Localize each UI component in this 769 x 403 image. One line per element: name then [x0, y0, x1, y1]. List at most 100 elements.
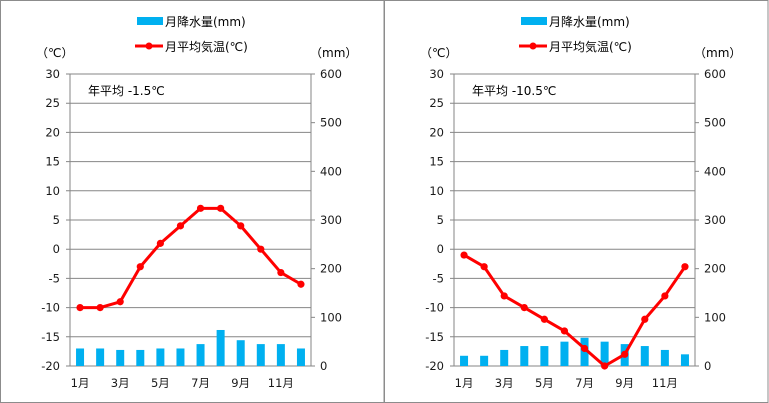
legend-precip-swatch [137, 17, 163, 25]
legend-temp-label: 月平均気温(℃) [165, 39, 248, 54]
precip-bar-5月 [540, 346, 549, 366]
month-label: 1月 [455, 376, 474, 390]
temp-point-4月 [520, 304, 528, 312]
precip-tick-label: 300 [320, 213, 342, 227]
temp-point-3月 [500, 292, 508, 300]
month-label: 7月 [191, 376, 210, 390]
precip-bar-3月 [500, 349, 509, 366]
month-label: 1月 [71, 376, 90, 390]
temp-tick-label: -10 [41, 301, 60, 315]
temp-tick-label: 10 [429, 184, 444, 198]
right-axis-unit: （mm） [310, 46, 357, 60]
month-label: 5月 [151, 376, 170, 390]
temp-point-6月 [560, 327, 569, 335]
month-label: 11月 [652, 376, 678, 390]
month-label: 7月 [575, 376, 594, 390]
temp-tick-label: 15 [429, 155, 444, 169]
precip-tick-label: 500 [704, 116, 726, 130]
legend-temp-marker-icon [529, 42, 537, 50]
chart-panel-1: 月降水量(mm) 月平均気温(℃) （℃） （mm） 30 25 20 15 10 5 0 -5 -10… [0, 0, 385, 403]
temp-point-4月 [136, 263, 144, 271]
temp-point-1月 [460, 251, 468, 259]
temp-point-7月 [580, 344, 589, 353]
temp-tick-label: -20 [41, 359, 60, 373]
month-label: 9月 [615, 376, 634, 390]
precip-bar-1月 [460, 355, 469, 366]
month-label: 3月 [495, 376, 514, 390]
temp-point-12月 [681, 263, 689, 271]
precip-bar-2月 [480, 355, 489, 366]
temp-tick-label: -5 [433, 271, 444, 285]
month-label: 11月 [268, 376, 294, 390]
precip-bar-10月 [256, 344, 265, 366]
legend-precip-label: 月降水量(mm) [165, 15, 246, 29]
panel-border [384, 0, 769, 403]
precip-tick-label: 500 [320, 116, 342, 130]
precip-bar-2月 [96, 348, 105, 366]
temp-point-7月 [196, 204, 205, 212]
temp-tick-label: 15 [45, 155, 60, 169]
temp-tick-label: 25 [45, 96, 60, 110]
temp-point-10月 [641, 315, 649, 323]
temp-point-8月 [601, 362, 609, 370]
precip-bar-10月 [640, 346, 649, 366]
month-label: 5月 [535, 376, 554, 390]
right-axis-unit: （mm） [694, 46, 741, 60]
precip-bar-11月 [276, 344, 285, 366]
precip-bar-12月 [296, 348, 305, 366]
temp-tick-label: -10 [425, 301, 444, 315]
temp-tick-label: 5 [437, 213, 444, 227]
precip-tick-label: 100 [704, 310, 726, 324]
precip-tick-label: 200 [704, 262, 726, 276]
precip-tick-label: 300 [704, 213, 726, 227]
temp-tick-label: 0 [53, 242, 60, 256]
precip-bar-11月 [660, 349, 669, 366]
precip-bar-4月 [136, 349, 145, 366]
temp-tick-label: 20 [429, 125, 444, 139]
temp-tick-label: 10 [45, 184, 60, 198]
month-label: 3月 [111, 376, 130, 390]
precip-tick-label: 0 [704, 359, 711, 373]
chart-panel-2: 月降水量(mm) 月平均気温(℃) （℃） （mm） 30 25 20 15 10 5 0 -5 -10… [384, 0, 769, 403]
temp-point-2月 [96, 304, 104, 312]
precip-bar-4月 [520, 346, 529, 366]
annual-average-annotation: 年平均 -1.5℃ [88, 84, 165, 98]
precip-bar-12月 [680, 354, 689, 366]
temp-tick-label: 25 [429, 96, 444, 110]
temp-point-2月 [480, 263, 488, 271]
temp-point-8月 [217, 204, 225, 212]
temp-tick-label: 30 [429, 67, 444, 81]
temp-point-6月 [176, 222, 185, 230]
temp-tick-label: 5 [53, 213, 60, 227]
temp-point-9月 [621, 350, 629, 358]
precip-tick-label: 0 [320, 359, 327, 373]
precip-bar-8月 [216, 329, 225, 366]
temp-point-10月 [257, 245, 265, 253]
legend-precip-label: 月降水量(mm) [549, 15, 630, 29]
temp-tick-label: -15 [41, 330, 60, 344]
precip-bar-1月 [76, 348, 85, 366]
temp-point-5月 [540, 315, 548, 323]
precip-tick-label: 600 [320, 67, 342, 81]
precip-bar-3月 [116, 349, 125, 366]
temp-point-1月 [76, 304, 84, 312]
precip-bar-6月 [176, 348, 185, 366]
temp-tick-label: -5 [49, 271, 60, 285]
precip-bar-7月 [196, 344, 205, 366]
precip-tick-label: 100 [320, 310, 342, 324]
precip-bar-9月 [236, 340, 245, 366]
temp-tick-label: 20 [45, 125, 60, 139]
temp-point-12月 [297, 280, 305, 288]
temp-point-3月 [116, 298, 124, 306]
temp-point-11月 [661, 292, 669, 300]
month-label: 9月 [231, 376, 250, 390]
precip-tick-label: 400 [704, 164, 726, 178]
precip-tick-label: 400 [320, 164, 342, 178]
annual-average-annotation: 年平均 -10.5℃ [472, 84, 556, 98]
left-axis-unit: （℃） [36, 46, 73, 60]
precip-bar-8月 [600, 341, 609, 366]
panel-border [0, 0, 385, 403]
legend-temp-marker-icon [145, 42, 153, 50]
legend-precip-swatch [521, 17, 547, 25]
